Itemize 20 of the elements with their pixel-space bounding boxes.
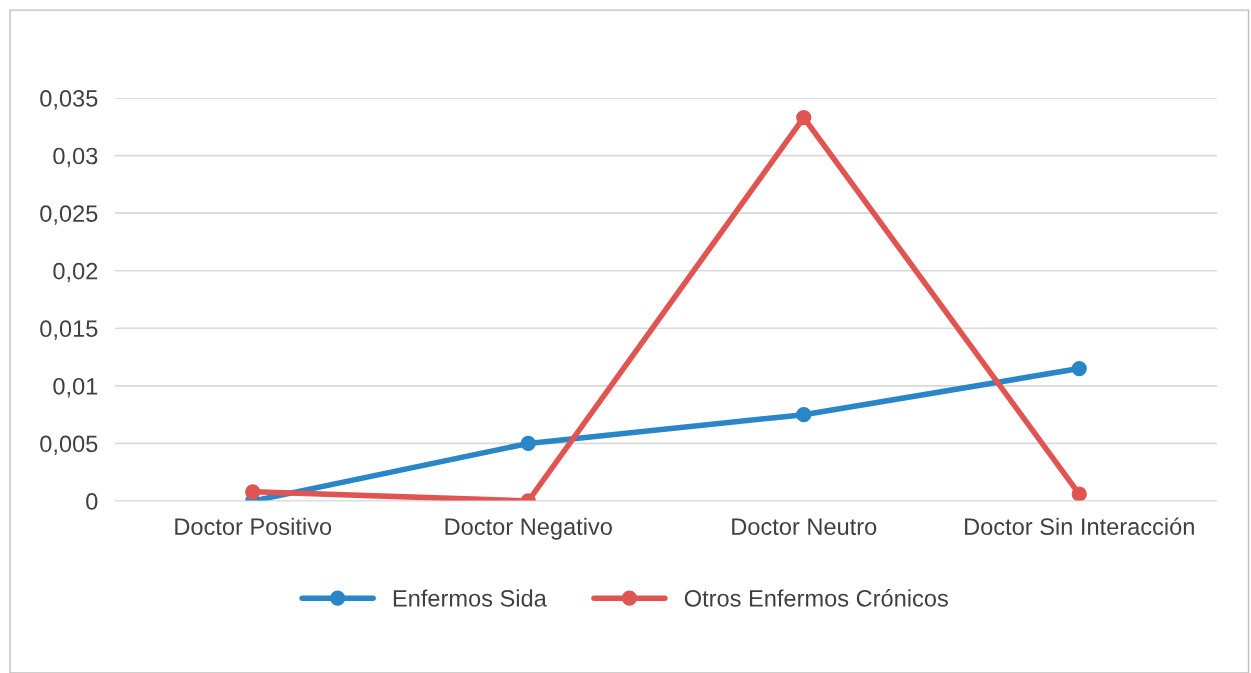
- point: [1071, 360, 1087, 377]
- y-tick-label: 0,01: [53, 377, 98, 398]
- point: [796, 109, 812, 126]
- legend-label: Otros Enfermos Crónicos: [684, 589, 948, 607]
- point: [245, 484, 261, 500]
- y-tick-label: 0,005: [40, 435, 98, 456]
- point: [1071, 486, 1087, 501]
- x-tick-label: Doctor Sin Interacción: [965, 517, 1194, 536]
- x-tick-label: Doctor Neutro: [732, 518, 877, 536]
- point: [520, 435, 536, 452]
- legend-label: Enfermos Sida: [393, 589, 547, 607]
- point: [796, 407, 812, 423]
- x-tick-label: Doctor Positivo: [175, 517, 332, 536]
- y-tick-label: 0,03: [53, 147, 98, 168]
- y-tick-label: 0: [86, 493, 98, 510]
- x-tick-label: Doctor Negativo: [445, 517, 612, 540]
- y-tick-label: 0,02: [53, 262, 98, 283]
- y-tick-label: 0,025: [40, 205, 98, 225]
- y-tick-label: 0,035: [40, 90, 98, 110]
- y-tick-label: 0,015: [40, 320, 98, 340]
